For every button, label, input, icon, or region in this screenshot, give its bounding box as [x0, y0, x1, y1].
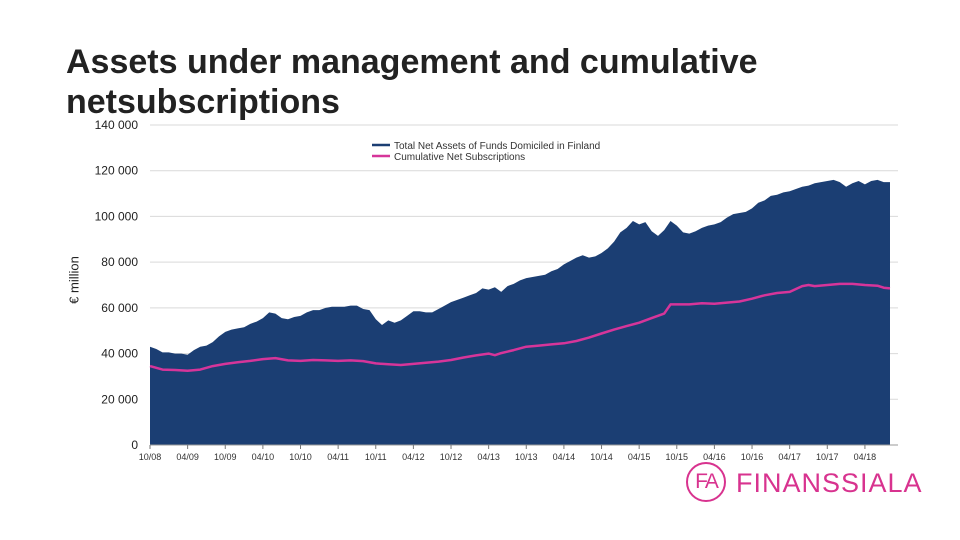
legend-label: Total Net Assets of Funds Domiciled in F…: [394, 141, 600, 152]
x-tick-label: 04/12: [402, 452, 425, 462]
y-tick-label: 80 000: [101, 255, 138, 269]
x-tick-label: 10/16: [741, 452, 764, 462]
x-tick-label: 04/16: [703, 452, 726, 462]
chart-y-tick-labels: 0 20 000 40 000 60 000 80 000 100 000 120 000 1…: [95, 118, 139, 452]
x-tick-label: 10/13: [515, 452, 538, 462]
y-tick-label: 60 000: [101, 301, 138, 315]
y-tick-label: 0: [131, 438, 138, 452]
y-tick-label: 20 000: [101, 392, 138, 406]
y-tick-label: 100 000: [95, 209, 139, 223]
y-tick-label: 140 000: [95, 118, 139, 132]
x-tick-label: 04/15: [628, 452, 651, 462]
y-tick-label: 40 000: [101, 347, 138, 361]
series-line-cumulative-net-subscriptions: [149, 282, 891, 372]
chart-plot-area: [149, 179, 891, 445]
logo-text: FINANSSIALA: [736, 468, 923, 498]
chart-x-axis: 10/08 04/09 10/09 04/10 10/10 04/11 10/11 04/12…: [139, 444, 898, 462]
x-tick-label: 10/12: [440, 452, 463, 462]
x-tick-label: 10/09: [214, 452, 237, 462]
y-axis-title: € million: [66, 256, 82, 304]
x-tick-label: 10/11: [365, 452, 387, 462]
page-title: Assets under management and cumulative n…: [66, 43, 758, 121]
y-tick-label: 120 000: [95, 164, 139, 178]
x-tick-label: 04/18: [854, 452, 877, 462]
x-tick-label: 10/14: [590, 452, 613, 462]
x-tick-label: 04/11: [327, 452, 349, 462]
fa-logo-mark-icon: FA: [686, 462, 726, 502]
legend-label: Cumulative Net Subscriptions: [394, 152, 525, 163]
series-area-total-net-assets: [150, 179, 890, 445]
x-tick-label: 04/09: [176, 452, 199, 462]
x-tick-label: 10/10: [289, 452, 312, 462]
x-tick-label: 04/17: [778, 452, 801, 462]
chart-legend: Total Net Assets of Funds Domiciled in F…: [372, 141, 600, 163]
x-tick-label: 10/15: [666, 452, 689, 462]
x-tick-label: 04/13: [477, 452, 500, 462]
x-tick-label: 10/17: [816, 452, 839, 462]
x-tick-label: 04/14: [553, 452, 576, 462]
x-tick-label: 10/08: [139, 452, 162, 462]
x-tick-label: 04/10: [252, 452, 275, 462]
